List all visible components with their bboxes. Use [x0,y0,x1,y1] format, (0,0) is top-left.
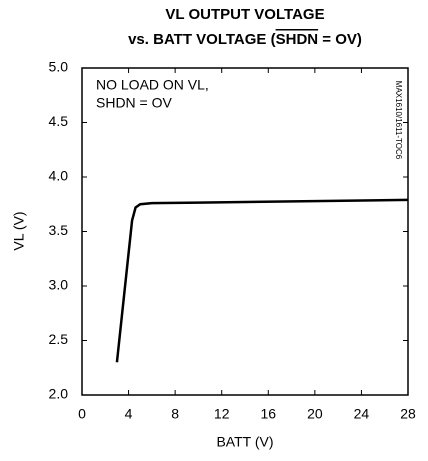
x-tick-label: 8 [171,406,179,422]
y-tick-label: 3.0 [49,277,69,293]
x-axis-label: BATT (V) [216,434,273,450]
x-tick-label: 24 [354,406,370,422]
chart-title: VL OUTPUT VOLTAGE [165,6,324,23]
x-tick-label: 0 [78,406,86,422]
annotation: SHDN = OV [96,95,173,111]
data-line [115,198,409,363]
x-tick-label: 4 [125,406,133,422]
subtitle-part: vs. BATT VOLTAGE ( [128,31,276,48]
chart-subtitle: vs. BATT VOLTAGE (SHDN = OV) [128,31,362,48]
y-tick-label: 2.0 [49,386,69,402]
annotation: NO LOAD ON VL, [96,77,209,93]
x-tick-label: 16 [260,406,276,422]
y-tick-label: 5.0 [49,59,69,75]
y-axis-label: VL (V) [11,211,27,250]
y-tick-label: 3.5 [49,222,69,238]
y-tick-label: 4.5 [49,113,69,129]
x-tick-label: 28 [400,406,416,422]
y-tick-label: 4.0 [49,168,69,184]
side-label: MAX1610/1611-TOC6 [394,81,403,160]
x-tick-label: 12 [214,406,230,422]
x-tick-label: 20 [307,406,323,422]
subtitle-part: SHDN [276,31,319,48]
subtitle-part: = OV) [318,31,362,48]
y-tick-label: 2.5 [49,331,69,347]
